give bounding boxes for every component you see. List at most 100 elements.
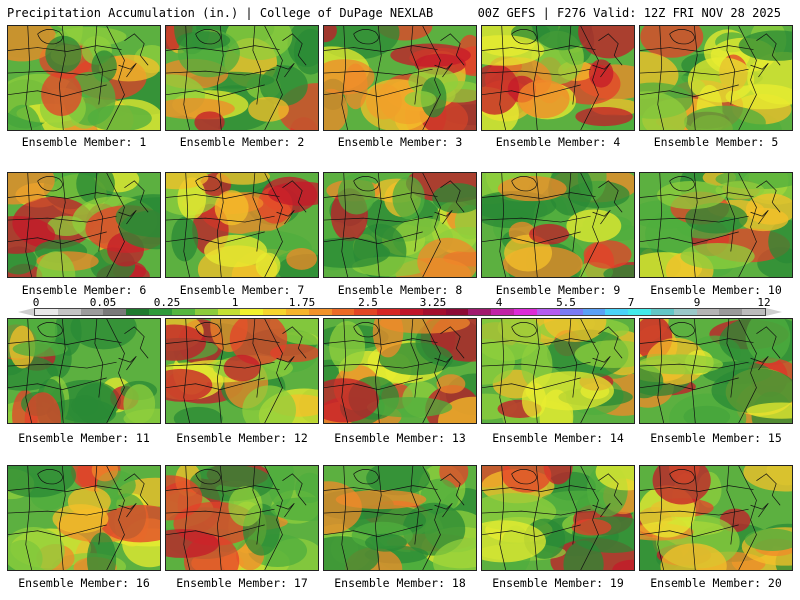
legend-tick-label: 9: [693, 296, 701, 309]
ensemble-member-map: [639, 172, 793, 278]
state-boundaries: [482, 319, 623, 423]
ensemble-member-map: [165, 318, 319, 424]
state-boundaries: [324, 466, 465, 570]
legend-tick-label: 3.25: [419, 296, 447, 309]
legend-tick-label: 1: [231, 296, 239, 309]
ensemble-member-map: [165, 25, 319, 131]
member-caption: Ensemble Member: 18: [334, 576, 466, 590]
legend-tick-label: 7: [627, 296, 635, 309]
member-caption: Ensemble Member: 12: [176, 431, 308, 445]
member-caption: Ensemble Member: 2: [179, 135, 305, 149]
legend-swatch: [400, 309, 423, 315]
state-boundaries: [482, 173, 623, 277]
legend-tick-label: 5.5: [556, 296, 576, 309]
ensemble-member-map: [7, 25, 161, 131]
legend-swatch: [377, 309, 400, 315]
member-caption: Ensemble Member: 6: [21, 283, 147, 297]
member-caption: Ensemble Member: 3: [337, 135, 463, 149]
member-caption: Ensemble Member: 1: [21, 135, 147, 149]
legend-swatch: [171, 309, 195, 315]
model-run-info: 00Z GEFS | F276 Valid: 12Z FRI NOV 28 20…: [477, 6, 781, 20]
state-boundaries: [324, 173, 465, 277]
legend-tick-label: 12: [757, 296, 771, 309]
state-boundaries: [8, 319, 149, 423]
legend-swatch: [240, 309, 264, 315]
legend-swatch: [149, 309, 172, 315]
state-boundaries: [8, 173, 149, 277]
member-caption: Ensemble Member: 14: [492, 431, 624, 445]
state-boundaries: [640, 173, 781, 277]
ensemble-member-map: [323, 465, 477, 571]
ensemble-member-map: [7, 465, 161, 571]
legend-swatch: [468, 309, 492, 315]
ensemble-member-map: [7, 172, 161, 278]
state-boundaries: [324, 26, 465, 130]
member-caption: Ensemble Member: 7: [179, 283, 305, 297]
state-boundaries: [166, 173, 307, 277]
legend-right-arrow: [766, 308, 782, 316]
ensemble-member-map: [323, 318, 477, 424]
ensemble-member-map: [639, 318, 793, 424]
header: Precipitation Accumulation (in.) | Colle…: [0, 0, 800, 24]
legend-swatch: [263, 309, 286, 315]
legend-swatch: [80, 309, 104, 315]
member-caption: Ensemble Member: 10: [650, 283, 782, 297]
legend-swatch: [559, 309, 583, 315]
member-caption: Ensemble Member: 11: [18, 431, 150, 445]
legend-tick-label: 4: [495, 296, 503, 309]
member-caption: Ensemble Member: 9: [495, 283, 621, 297]
state-boundaries: [482, 26, 623, 130]
legend-swatch: [331, 309, 355, 315]
legend-swatch: [673, 309, 697, 315]
legend-swatch: [35, 309, 58, 315]
legend-swatch: [126, 309, 150, 315]
member-caption: Ensemble Member: 13: [334, 431, 466, 445]
legend-tick-label: 0.05: [89, 296, 117, 309]
member-caption: Ensemble Member: 19: [492, 576, 624, 590]
legend-tick-label: 2.5: [358, 296, 378, 309]
ensemble-member-map: [165, 465, 319, 571]
ensemble-member-map: [7, 318, 161, 424]
ensemble-member-map: [481, 25, 635, 131]
legend-color-bar: [34, 308, 766, 316]
ensemble-member-map: [481, 318, 635, 424]
legend-swatch: [194, 309, 218, 315]
state-boundaries: [640, 319, 781, 423]
legend-swatch: [536, 309, 560, 315]
legend-swatch: [445, 309, 469, 315]
member-caption: Ensemble Member: 16: [18, 576, 150, 590]
state-boundaries: [640, 26, 781, 130]
member-caption: Ensemble Member: 4: [495, 135, 621, 149]
state-boundaries: [166, 319, 307, 423]
legend-swatch: [605, 309, 629, 315]
legend-swatch: [217, 309, 241, 315]
color-scale-legend: 0 0.05 0.25 1 1.75 2.5 3.25 4 5.5 7 9 12: [0, 296, 800, 320]
legend-swatch: [696, 309, 720, 315]
legend-swatch: [628, 309, 651, 315]
legend-swatch: [103, 309, 127, 315]
ensemble-member-map: [481, 465, 635, 571]
member-caption: Ensemble Member: 20: [650, 576, 782, 590]
legend-swatch: [354, 309, 378, 315]
ensemble-member-map: [323, 25, 477, 131]
legend-swatch: [57, 309, 81, 315]
legend-swatch: [308, 309, 332, 315]
state-boundaries: [166, 466, 307, 570]
map-title: Precipitation Accumulation (in.) | Colle…: [7, 6, 434, 20]
ensemble-member-map: [481, 172, 635, 278]
ensemble-member-map: [639, 25, 793, 131]
ensemble-member-map: [165, 172, 319, 278]
member-caption: Ensemble Member: 15: [650, 431, 782, 445]
state-boundaries: [8, 466, 149, 570]
legend-tick-label: 0: [32, 296, 40, 309]
legend-swatch: [719, 309, 743, 315]
state-boundaries: [8, 26, 149, 130]
legend-swatch: [582, 309, 606, 315]
legend-swatch: [285, 309, 309, 315]
legend-swatch: [650, 309, 674, 315]
legend-swatch: [742, 309, 765, 315]
legend-swatch: [514, 309, 537, 315]
member-caption: Ensemble Member: 17: [176, 576, 308, 590]
state-boundaries: [482, 466, 623, 570]
state-boundaries: [166, 26, 307, 130]
